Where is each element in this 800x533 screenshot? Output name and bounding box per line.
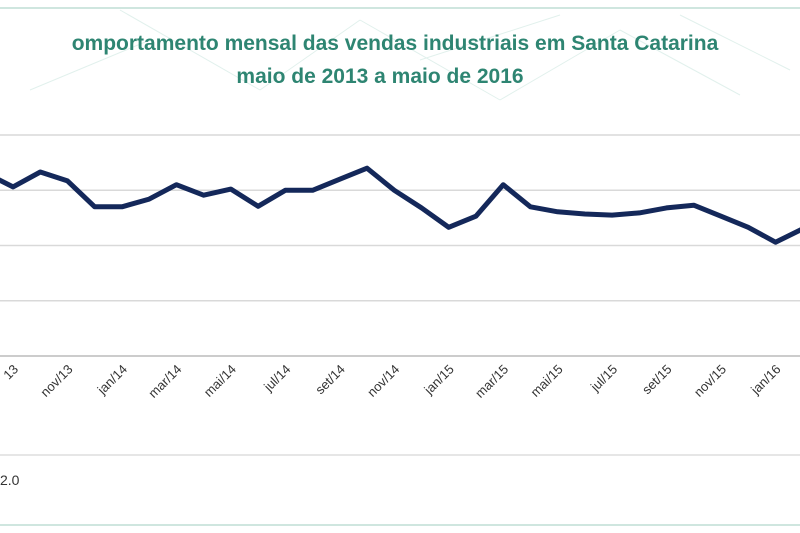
data-line: [0, 165, 800, 245]
chart-subtitle: maio de 2013 a maio de 2016: [236, 65, 523, 88]
chart-title: omportamento mensal das vendas industria…: [72, 32, 719, 55]
footnote: 2.0: [0, 472, 20, 488]
decor-network: [29, 9, 791, 101]
